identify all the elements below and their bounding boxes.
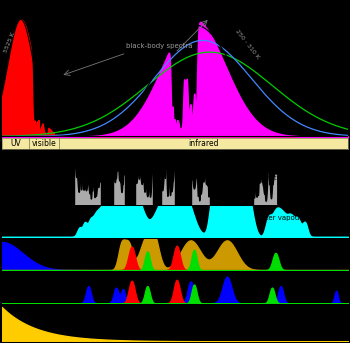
Text: 250 - 310 K: 250 - 310 K [234,29,260,60]
Text: UV: UV [10,139,21,148]
Text: black-body spectra: black-body spectra [126,43,193,49]
Text: Total absorption
and scattering: Total absorption and scattering [244,168,300,181]
Text: infrared: infrared [188,139,219,148]
Text: visible: visible [32,139,57,148]
Text: 5525 K: 5525 K [3,31,16,53]
Text: Water vapour: Water vapour [255,215,302,221]
